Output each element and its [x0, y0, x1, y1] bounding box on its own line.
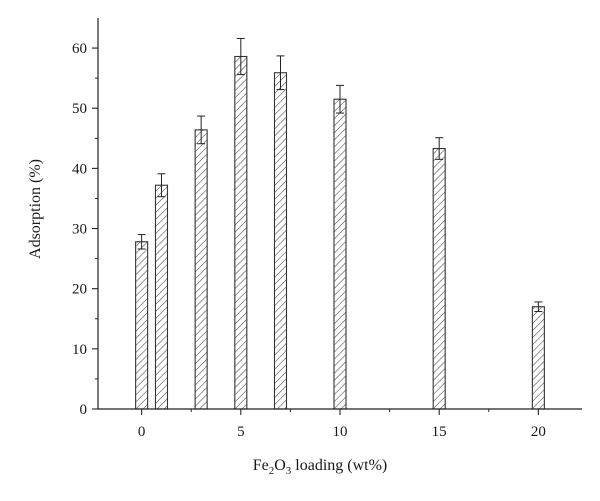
x-axis-title-prefix: Fe	[253, 457, 269, 474]
bar	[531, 306, 545, 410]
y-tick-label: 40	[72, 161, 87, 177]
y-ticks-group: 0 10 20 30 40 50 60	[72, 41, 98, 418]
x-tick-label: 15	[432, 424, 447, 440]
x-axis-title-subscript-2: 3	[286, 465, 292, 477]
bars-group	[135, 55, 545, 410]
x-axis-title-suffix: loading (wt%)	[291, 457, 387, 474]
bar	[333, 98, 347, 410]
x-tick-label: 20	[531, 424, 546, 440]
y-axis-title: Adsorption (%)	[27, 159, 44, 259]
error-bars-group	[137, 37, 543, 313]
bar	[154, 184, 169, 410]
bar	[135, 241, 149, 410]
x-tick-label: 5	[237, 424, 245, 440]
y-tick-label: 50	[72, 101, 87, 117]
y-tick-label: 20	[72, 282, 87, 298]
y-tick-label: 10	[72, 342, 87, 358]
x-tick-label: 10	[333, 424, 348, 440]
bar	[194, 129, 208, 410]
x-ticks-group: 0 5 10 15 20	[138, 409, 546, 440]
x-axis-title-subscript-1: 2	[269, 465, 275, 477]
x-axis-title: Fe2O3 loading (wt%)	[253, 457, 388, 477]
x-axis-title-mid: O	[274, 457, 286, 474]
y-tick-label: 30	[72, 222, 87, 238]
y-tick-label: 0	[80, 402, 88, 418]
bar	[234, 55, 248, 410]
bar	[432, 147, 446, 410]
y-tick-label: 60	[72, 41, 87, 57]
x-tick-label: 0	[138, 424, 146, 440]
bar	[273, 72, 288, 410]
